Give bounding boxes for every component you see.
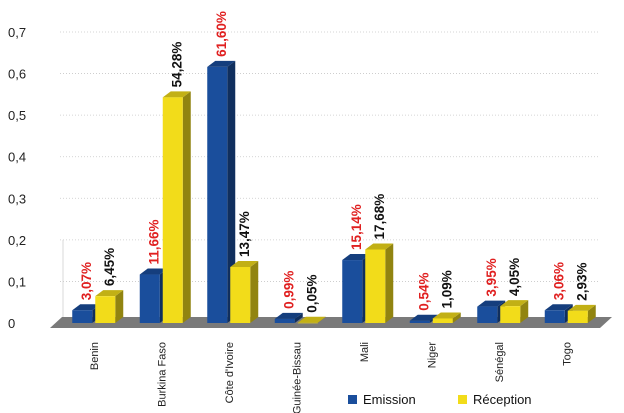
legend: Emission Réception (348, 392, 532, 407)
data-label-reception: 17,68% (372, 194, 387, 240)
category-labels: Benin Burkina Faso Côte d'Ivoire Guinée-Bis… (89, 342, 574, 413)
bar-reception (297, 316, 326, 324)
bar-reception (500, 300, 529, 323)
data-label-reception: 0,05% (305, 275, 320, 313)
category-label: Guinée-Bissau (291, 342, 303, 413)
bar-reception (365, 243, 394, 323)
bar-reception (162, 91, 191, 324)
data-label-reception: 54,28% (170, 42, 185, 88)
bars (72, 60, 596, 324)
data-label-emission: 61,60% (214, 11, 229, 57)
data-label-reception: 1,09% (440, 270, 455, 308)
data-label-emission: 0,99% (282, 271, 297, 309)
y-tick-label: 0,6 (8, 67, 26, 82)
bar-reception (95, 290, 124, 323)
data-label-emission: 3,95% (484, 258, 499, 296)
data-label-emission: 15,14% (349, 204, 364, 250)
legend-swatch (348, 395, 357, 404)
category-label: Niger (426, 342, 438, 369)
chart-floor-plane (50, 317, 612, 328)
category-label: Togo (561, 342, 573, 366)
category-label: Sénégal (494, 342, 506, 382)
data-label-emission: 3,06% (552, 262, 567, 300)
data-label-reception: 13,47% (237, 211, 252, 257)
y-axis-ticks: 0 0,1 0,2 0,3 0,4 0,5 0,6 0,7 (8, 25, 26, 331)
y-tick-label: 0,3 (8, 191, 26, 206)
bar-emission (274, 312, 303, 323)
data-label-emission: 11,66% (147, 219, 162, 264)
data-label-reception: 2,93% (575, 263, 590, 301)
bar-reception (230, 261, 259, 323)
data-labels: 3,07% 6,45% 11,66% 54,28% 61,60% 13,47% 0,99% 0… (79, 11, 590, 313)
category-label: Mali (359, 342, 371, 362)
y-tick-label: 0,2 (8, 233, 26, 248)
data-label-reception: 6,45% (102, 248, 117, 286)
chart-floor (50, 317, 612, 328)
y-tick-label: 0 (8, 316, 15, 331)
data-label-emission: 3,07% (79, 262, 94, 300)
category-label: Benin (89, 342, 101, 370)
data-label-emission: 0,54% (417, 272, 432, 310)
legend-swatch (458, 395, 467, 404)
legend-item-emission: Emission (348, 392, 416, 407)
y-tick-label: 0,1 (8, 274, 26, 289)
y-tick-label: 0,4 (8, 150, 26, 165)
data-label-reception: 4,05% (507, 258, 522, 296)
bar-reception (567, 304, 596, 323)
legend-item-reception: Réception (458, 392, 532, 407)
bar-emission (207, 60, 236, 324)
category-label: Burkina Faso (156, 342, 168, 407)
y-tick-label: 0,7 (8, 25, 26, 40)
y-tick-label: 0,5 (8, 108, 26, 123)
bar-reception (432, 312, 461, 323)
legend-label: Réception (473, 392, 532, 407)
category-label: Côte d'Ivoire (224, 342, 236, 403)
legend-label: Emission (363, 392, 416, 407)
